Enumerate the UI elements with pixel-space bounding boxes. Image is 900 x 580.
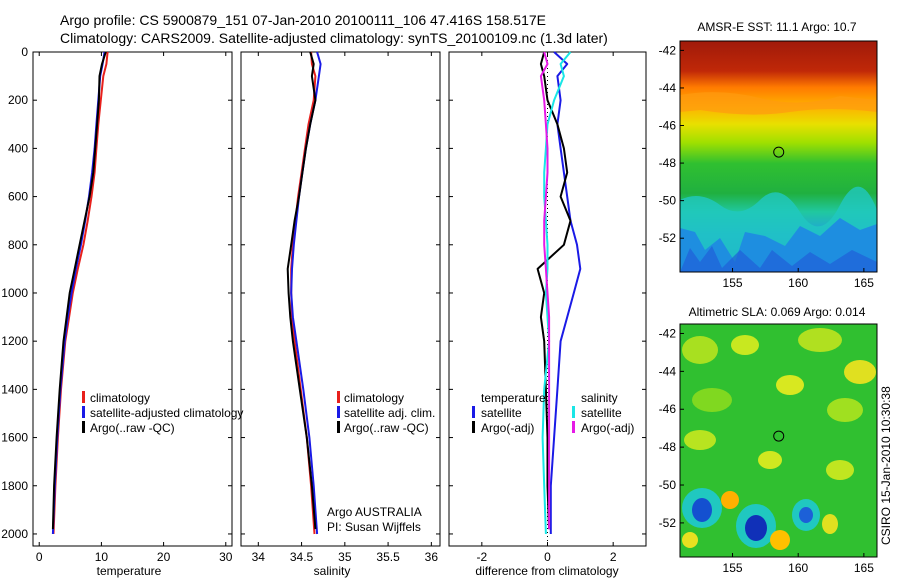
legend-label-climatology: climatology: [90, 391, 150, 405]
series-line-argo-raw-qc-: [51, 51, 107, 530]
y-tick-label: 200: [8, 93, 28, 107]
y-tick-label: 800: [8, 238, 28, 252]
map-y-tick-label: -42: [659, 43, 677, 57]
sst-map-frame: [679, 40, 878, 273]
argo-pi-note: PI: Susan Wijffels: [327, 520, 421, 534]
map-x-tick-label: 160: [788, 276, 808, 290]
series-line-satellite-adj-clim-: [290, 51, 322, 535]
legend-label-climatology: climatology: [344, 391, 404, 405]
map-y-tick-label: -44: [659, 81, 677, 95]
map-y-tick-label: -48: [659, 440, 677, 454]
legend-swatch-climatology: [82, 391, 85, 403]
y-tick-label: 2000: [1, 527, 28, 541]
x-tick-label: 35.5: [376, 550, 400, 564]
series-line-temperature-satellite: [549, 51, 582, 534]
map-y-tick-label: -52: [659, 516, 677, 530]
x-tick-label: 0: [36, 550, 43, 564]
map-y-tick-label: -44: [659, 364, 677, 378]
figure-title-line1: Argo profile: CS 5900879_151 07-Jan-2010…: [60, 12, 546, 28]
y-tick-label: 1000: [1, 286, 28, 300]
figure-title-line2: Climatology: CARS2009. Satellite-adjuste…: [60, 30, 608, 46]
sst-map-title: AMSR-E SST: 11.1 Argo: 10.7: [697, 20, 857, 34]
map-x-tick-label: 160: [788, 561, 808, 575]
x-tick-label: 20: [157, 550, 171, 564]
salinity-axes: [240, 51, 441, 547]
series-line-argo-raw-qc-: [286, 51, 317, 530]
series-line-salinity-satellite: [541, 51, 572, 535]
map-y-tick-label: -48: [659, 156, 677, 170]
legend-label-sal-argo: Argo(-adj): [581, 421, 634, 435]
map-y-tick-label: -46: [659, 119, 677, 133]
sst-heatmap: [680, 41, 877, 272]
legend-label-temp-satellite: satellite: [481, 406, 522, 420]
y-tick-label: 600: [8, 190, 28, 204]
map-y-tick-label: -52: [659, 231, 677, 245]
salinity-xlabel: salinity: [314, 564, 351, 578]
difference-legend: temperature salinity satellite Argo(-adj…: [472, 391, 634, 435]
temperature-axes: [32, 51, 233, 547]
y-tick-label: 0: [21, 45, 28, 59]
y-tick-label: 1200: [1, 334, 28, 348]
map-x-tick-label: 155: [723, 276, 743, 290]
legend-label-temp-argo: Argo(-adj): [481, 421, 534, 435]
csiro-timestamp: CSIRO 15-Jan-2010 10:30:38: [879, 386, 893, 545]
legend-swatch-sal-argo: [572, 421, 575, 433]
y-tick-label: 1800: [1, 479, 28, 493]
x-tick-label: 2: [610, 550, 617, 564]
legend-title-salinity: salinity: [581, 391, 618, 405]
legend-label-satellite: satellite adj. clim.: [344, 406, 435, 420]
legend-swatch-argo: [337, 421, 340, 433]
legend-swatch-satellite: [82, 406, 85, 418]
argo-country-note: Argo AUSTRALIA: [327, 505, 422, 519]
x-tick-label: 34.5: [290, 550, 314, 564]
argo-location-marker: [773, 146, 785, 158]
map-x-tick-label: 165: [854, 561, 874, 575]
x-tick-label: 30: [219, 550, 233, 564]
legend-label-argo: Argo(..raw -QC): [90, 421, 175, 435]
sla-heatmap: [680, 324, 877, 557]
legend-swatch-climatology: [337, 391, 340, 403]
sla-map-title: Altimetric SLA: 0.069 Argo: 0.014: [689, 305, 866, 319]
sla-map-frame: [679, 323, 878, 558]
legend-swatch-temp-argo: [472, 421, 475, 433]
y-tick-label: 1400: [1, 382, 28, 396]
legend-label-satellite: satellite-adjusted climatology: [90, 406, 243, 420]
map-y-tick-label: -46: [659, 402, 677, 416]
map-x-tick-label: 165: [854, 276, 874, 290]
x-tick-label: 36: [425, 550, 439, 564]
x-tick-label: 0: [544, 550, 551, 564]
legend-swatch-satellite: [337, 406, 340, 418]
x-tick-label: 35: [338, 550, 352, 564]
temperature-xlabel: temperature: [97, 564, 162, 578]
argo-location-marker: [773, 430, 785, 442]
legend-swatch-sal-satellite: [572, 406, 575, 418]
x-tick-label: 10: [95, 550, 109, 564]
difference-xlabel: difference from climatology: [475, 564, 618, 578]
legend-swatch-temp-satellite: [472, 406, 475, 418]
map-y-tick-label: -42: [659, 326, 677, 340]
legend-title-temperature: temperature: [481, 391, 546, 405]
x-tick-label: 34: [252, 550, 266, 564]
y-tick-label: 400: [8, 141, 28, 155]
legend-swatch-argo: [82, 421, 85, 433]
legend-label-argo: Argo(..raw -QC): [344, 421, 429, 435]
x-tick-label: -2: [476, 550, 487, 564]
map-x-tick-label: 155: [723, 561, 743, 575]
map-y-tick-label: -50: [659, 194, 677, 208]
series-line-salinity-argo-adj-: [539, 51, 551, 530]
y-tick-label: 1600: [1, 431, 28, 445]
map-y-tick-label: -50: [659, 478, 677, 492]
series-line-temperature-argo-adj-: [536, 51, 572, 530]
salinity-legend: climatology satellite adj. clim. Argo(..…: [327, 391, 435, 534]
legend-label-sal-satellite: satellite: [581, 406, 622, 420]
temperature-legend: climatology satellite-adjusted climatolo…: [82, 391, 243, 435]
